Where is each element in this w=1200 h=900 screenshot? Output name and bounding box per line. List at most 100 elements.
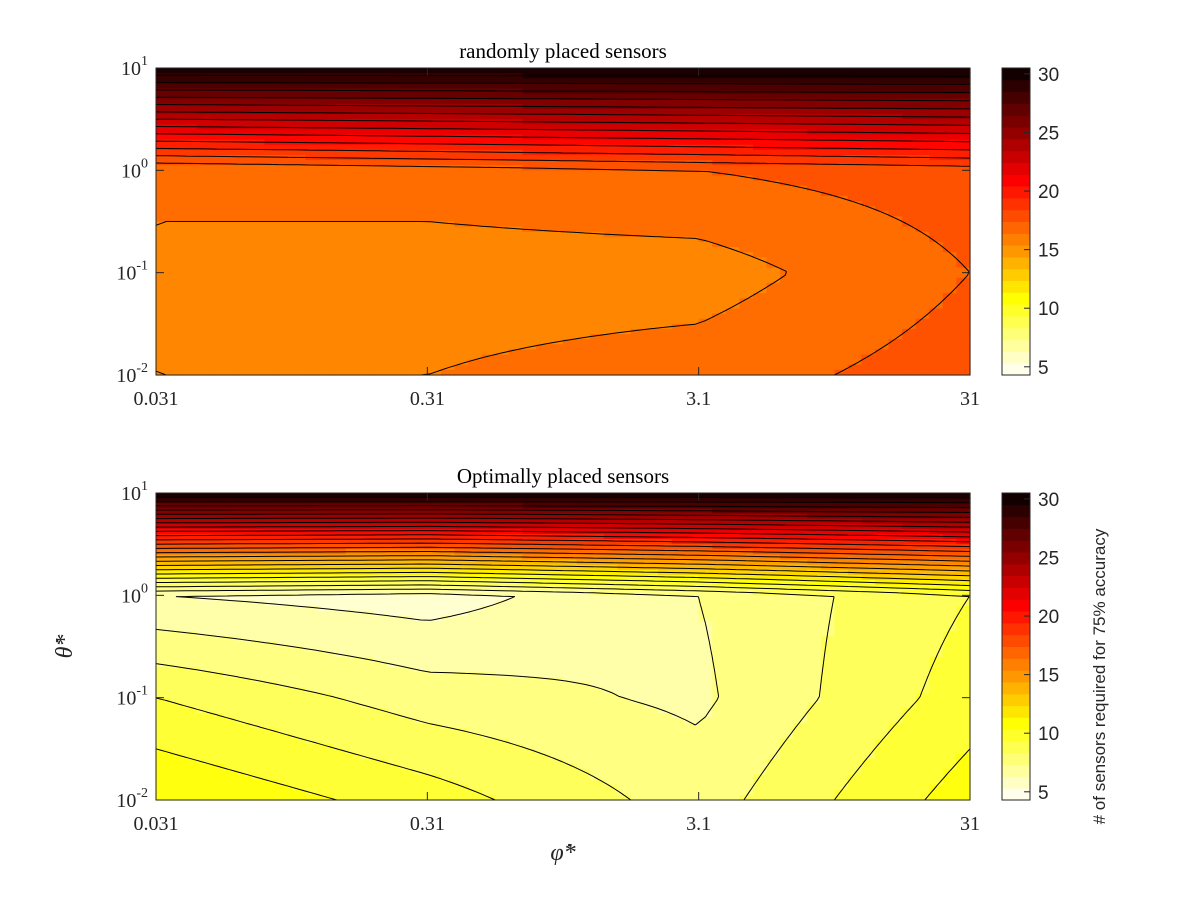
contour-cell — [495, 247, 510, 253]
contour-cell — [820, 293, 835, 299]
contour-cell — [183, 185, 198, 192]
contour-cell — [359, 175, 374, 182]
contour-cell — [495, 513, 510, 520]
contour-cell — [196, 83, 211, 90]
contour-cell — [739, 252, 754, 258]
contour-cell — [780, 344, 795, 351]
contour-cell — [698, 585, 713, 591]
contour-cell — [495, 518, 510, 525]
contour-cell — [603, 124, 618, 130]
contour-cell — [563, 195, 578, 202]
contour-cell — [305, 344, 320, 351]
contour-cell — [291, 579, 306, 586]
contour-cell — [793, 201, 808, 207]
contour-cell — [875, 508, 890, 515]
contour-cell — [563, 569, 578, 576]
contour-cell — [495, 344, 510, 351]
contour-cell — [169, 226, 184, 233]
contour-cell — [250, 93, 266, 100]
contour-cell — [522, 574, 537, 581]
contour-cell — [413, 190, 428, 197]
contour-cell — [549, 590, 564, 596]
contour-cell — [210, 277, 225, 284]
contour-cell — [223, 354, 238, 361]
contour-cell — [278, 298, 293, 304]
contour-cell — [264, 108, 279, 115]
contour-cell — [278, 533, 293, 540]
contour-cell — [698, 528, 713, 535]
contour-cell — [725, 262, 740, 269]
contour-cell — [291, 267, 306, 274]
contour-cell — [413, 364, 428, 371]
contour-cell — [495, 569, 510, 576]
contour-cell — [902, 318, 917, 325]
contour-cell — [752, 313, 768, 320]
contour-cell — [332, 98, 347, 105]
contour-cell — [332, 554, 347, 561]
contour-cell — [481, 68, 496, 74]
contour-cell — [847, 498, 863, 504]
contour-cell — [237, 139, 252, 146]
contour-cell — [250, 129, 266, 136]
contour-cell — [318, 68, 333, 74]
contour-cell — [278, 600, 293, 607]
contour-cell — [712, 349, 727, 356]
contour-cell — [644, 369, 659, 376]
contour-cell — [373, 216, 388, 223]
contour-cell — [332, 328, 347, 335]
contour-cell — [780, 103, 795, 110]
contour-cell — [563, 139, 578, 146]
contour-cell — [318, 272, 333, 279]
contour-cell — [807, 344, 822, 351]
contour-cell — [318, 78, 333, 84]
contour-cell — [888, 129, 903, 136]
contour-cell — [359, 303, 374, 310]
contour-cell — [657, 154, 673, 161]
contour-cell — [793, 190, 808, 197]
contour-cell — [603, 518, 618, 525]
contour-cell — [725, 339, 740, 345]
contour-cell — [888, 190, 903, 197]
contour-cell — [413, 216, 428, 223]
contour-cell — [671, 308, 686, 315]
contour-cell — [278, 185, 293, 192]
contour-cell — [535, 206, 551, 212]
contour-cell — [617, 272, 632, 279]
contour-cell — [250, 564, 266, 571]
contour-cell — [495, 257, 510, 264]
contour-cell — [386, 313, 401, 320]
contour-cell — [752, 185, 768, 192]
contour-cell — [766, 211, 781, 217]
contour-cell — [644, 119, 659, 125]
contour-cell — [929, 211, 944, 217]
contour-cell — [332, 149, 347, 156]
contour-cell — [888, 185, 903, 192]
contour-cell — [847, 277, 863, 284]
contour-cell — [468, 267, 483, 274]
contour-cell — [576, 154, 591, 161]
contour-cell — [644, 528, 659, 535]
contour-cell — [549, 262, 564, 269]
contour-cell — [875, 369, 890, 376]
contour-cell — [332, 272, 347, 279]
contour-cell — [495, 600, 510, 607]
contour-cell — [413, 134, 428, 141]
contour-cell — [223, 185, 238, 192]
contour-cell — [345, 185, 361, 192]
contour-cell — [278, 68, 293, 74]
contour-cell — [291, 528, 306, 535]
contour-cell — [590, 170, 605, 177]
contour-cell — [698, 334, 713, 340]
contour-cell — [522, 533, 537, 540]
contour-cell — [454, 554, 469, 561]
contour-cell — [318, 170, 333, 177]
contour-cell — [468, 272, 483, 279]
contour-cell — [793, 549, 808, 555]
contour-cell — [373, 595, 388, 602]
contour-cell — [440, 211, 456, 217]
contour-cell — [739, 308, 754, 315]
contour-cell — [752, 559, 768, 566]
contour-cell — [345, 293, 361, 299]
contour-cell — [942, 231, 958, 238]
contour-cell — [712, 313, 727, 320]
